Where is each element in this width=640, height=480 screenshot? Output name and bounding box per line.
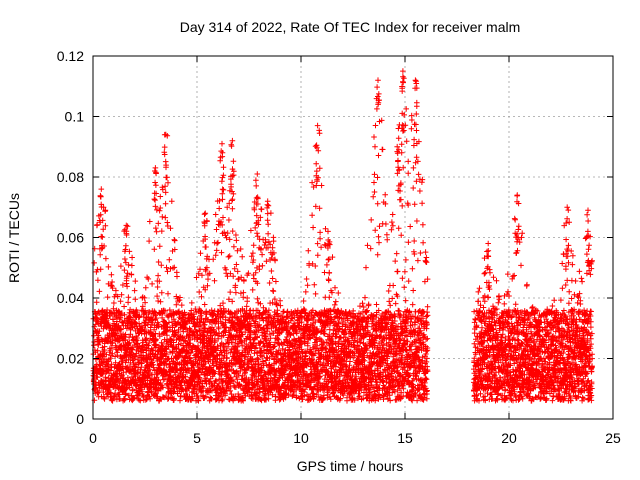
y-tick-label: 0 [76, 411, 84, 427]
y-tick-label: 0.02 [57, 351, 84, 367]
axis-ticks: 0 5 10 15 20 25 0 0.02 0.04 0.06 0.08 0.1 0.12 [57, 48, 621, 446]
x-tick-label: 0 [89, 430, 97, 446]
data-points [90, 68, 595, 404]
x-tick-label: 10 [293, 430, 309, 446]
y-axis-label: ROTI / TECUs [6, 193, 22, 283]
y-tick-label: 0.12 [57, 48, 84, 64]
x-tick-label: 15 [397, 430, 413, 446]
chart-title: Day 314 of 2022, Rate Of TEC Index for r… [180, 19, 521, 35]
x-axis-label: GPS time / hours [297, 458, 404, 474]
scatter-plus-markers [90, 68, 595, 404]
x-tick-label: 5 [193, 430, 201, 446]
y-tick-label: 0.1 [65, 109, 85, 125]
y-tick-label: 0.08 [57, 169, 84, 185]
y-tick-label: 0.06 [57, 230, 84, 246]
y-tick-label: 0.04 [57, 290, 84, 306]
x-tick-label: 20 [501, 430, 517, 446]
x-tick-label: 25 [605, 430, 621, 446]
